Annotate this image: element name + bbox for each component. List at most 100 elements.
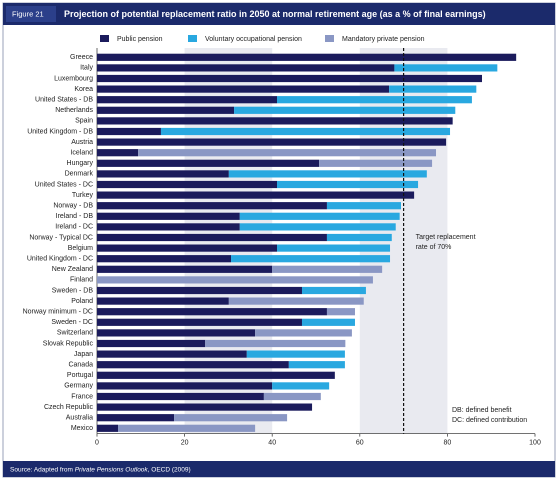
category-label: Norway - DB <box>53 203 93 210</box>
legend-label: Public pension <box>117 36 163 43</box>
bar-segment <box>228 297 364 305</box>
bar-segment <box>97 350 247 358</box>
bar-segment <box>97 361 289 369</box>
bar-segment <box>239 223 396 231</box>
x-tick-label: 20 <box>181 439 189 446</box>
bar-segment <box>326 308 355 316</box>
bar-segment <box>97 276 373 284</box>
bar-segment <box>255 329 352 337</box>
category-label: Canada <box>68 362 93 369</box>
x-tick-label: 60 <box>356 439 364 446</box>
bar-segment <box>272 382 330 390</box>
bar-segment <box>97 64 395 72</box>
category-label: Poland <box>71 298 93 305</box>
bar-segment <box>97 202 327 210</box>
header-bar <box>3 3 555 25</box>
x-tick-label: 80 <box>444 439 452 446</box>
bar-segment <box>138 149 437 157</box>
bar-segment <box>97 339 206 348</box>
bar-segment <box>97 223 240 231</box>
category-label: Iceland <box>70 150 93 157</box>
category-label: Ireland - DC <box>55 224 93 231</box>
bar-segment <box>97 127 161 136</box>
bar-segment <box>174 414 288 422</box>
bar-segment <box>97 414 175 422</box>
bar-segment <box>97 212 240 220</box>
category-label: Hungary <box>67 160 94 167</box>
bar-segment <box>326 233 392 242</box>
category-label: Sweden - DC <box>51 319 93 326</box>
category-label: Mexico <box>71 425 93 432</box>
bar-segment <box>272 265 383 273</box>
category-label: Slovak Republic <box>43 340 94 347</box>
bar-segment <box>231 255 391 263</box>
bar-segment <box>277 96 472 104</box>
bar-segment <box>97 233 327 242</box>
bar-segment <box>288 361 345 369</box>
category-label: Turkey <box>72 192 94 199</box>
legend-swatch <box>188 35 197 42</box>
note: DB: defined benefit <box>452 407 512 414</box>
bar-segment <box>97 308 327 316</box>
bar-segment <box>394 64 498 72</box>
bar-segment <box>97 117 453 125</box>
bar-segment <box>246 350 345 358</box>
bar-segment <box>228 170 427 178</box>
category-label: United States - DC <box>35 181 93 188</box>
bar-segment <box>326 202 401 210</box>
chart-title: Projection of potential replacement rati… <box>64 9 486 19</box>
category-label: Sweden - DB <box>52 287 94 294</box>
category-label: Portugal <box>67 372 94 379</box>
bar-segment <box>97 149 139 157</box>
bar-segment <box>97 297 229 305</box>
bar-segment <box>97 318 302 326</box>
x-tick-label: 40 <box>268 439 276 446</box>
category-label: Netherlands <box>55 107 93 114</box>
bar-segment <box>97 180 278 189</box>
bar-segment <box>97 392 264 401</box>
legend-swatch <box>325 35 334 42</box>
category-label: Japan <box>74 351 93 358</box>
category-label: Germany <box>64 383 93 390</box>
source-part: Source: Adapted from <box>10 466 75 473</box>
category-label: Austria <box>71 139 93 146</box>
source: Source: Adapted from Private Pensions Ou… <box>10 466 191 473</box>
bar-segment <box>97 403 313 411</box>
x-tick-label: 100 <box>529 439 541 446</box>
category-label: Australia <box>66 415 93 422</box>
bar-segment <box>97 159 320 167</box>
bar-segment <box>97 424 119 432</box>
bar-segment <box>389 85 477 93</box>
x-tick-label: 0 <box>95 439 99 446</box>
category-label: United Kingdom - DB <box>27 128 93 135</box>
bar-segment <box>97 74 483 83</box>
category-label: Greece <box>70 54 93 61</box>
category-label: New Zealand <box>52 266 93 273</box>
category-label: United Kingdom - DC <box>27 256 93 263</box>
bar-segment <box>319 159 433 167</box>
category-label: Korea <box>74 86 93 93</box>
bar-segment <box>239 212 400 220</box>
bar-segment <box>97 191 415 199</box>
bar-segment <box>97 255 232 263</box>
bar-segment <box>118 424 256 432</box>
category-label: Italy <box>80 65 93 72</box>
category-label: Ireland - DB <box>56 213 94 220</box>
bar-segment <box>263 392 321 401</box>
bar-segment <box>97 96 278 104</box>
bar-segment <box>97 106 235 114</box>
bar-segment <box>301 286 366 295</box>
category-label: United States - DB <box>35 97 93 104</box>
bar-segment <box>97 371 335 379</box>
category-label: Belgium <box>68 245 93 252</box>
bar-segment <box>97 265 273 273</box>
category-label: Spain <box>75 118 93 125</box>
bar-segment <box>97 329 256 337</box>
bar-segment <box>205 339 346 348</box>
bar-segment <box>97 138 447 146</box>
legend-label: Mandatory private pension <box>342 36 425 43</box>
category-label: France <box>71 393 93 400</box>
category-label: Finland <box>70 277 93 284</box>
bar-segment <box>97 85 390 93</box>
category-label: Czech Republic <box>44 404 94 411</box>
